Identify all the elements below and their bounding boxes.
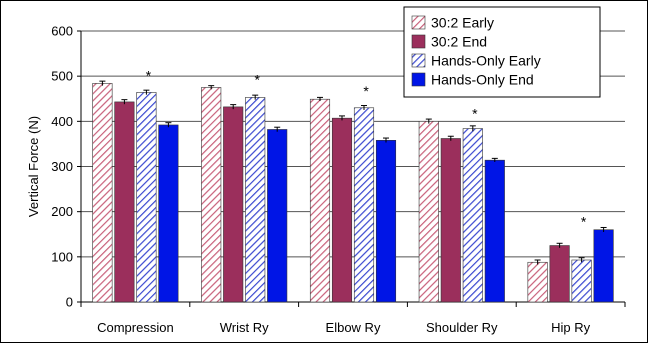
bar-0-0 [92, 83, 113, 303]
bar-0-2 [309, 98, 331, 303]
bar-0-4 [527, 261, 548, 303]
bar-1-3 [440, 138, 461, 303]
bar-3-4 [593, 229, 614, 303]
significance-marker: * [363, 83, 369, 99]
y-tick-label: 400 [51, 114, 73, 129]
y-axis-title: Vertical Force (N) [26, 116, 41, 217]
bar-3-3 [484, 159, 505, 303]
y-tick-label: 100 [51, 249, 73, 264]
significance-marker: * [255, 71, 261, 87]
y-tick-label: 500 [51, 69, 73, 84]
legend-label: 30:2 End [431, 34, 487, 50]
bar-1-1 [223, 106, 244, 303]
legend-swatch-0 [411, 15, 426, 30]
bar-1-0 [114, 101, 135, 303]
bar-3-1 [267, 129, 288, 303]
significance-marker: * [472, 105, 478, 121]
significance-marker: * [581, 214, 587, 230]
legend-label: Hands-Only Early [431, 53, 541, 69]
bar-2-2 [353, 107, 375, 303]
y-tick-label: 600 [51, 24, 73, 39]
x-tick-label: Elbow Ry [326, 320, 381, 335]
y-tick-label: 200 [51, 204, 73, 219]
bar-2-4 [571, 259, 592, 303]
x-tick-label: Hip Ry [551, 320, 591, 335]
legend-swatch-3 [411, 72, 426, 87]
bar-1-4 [549, 245, 570, 303]
legend-label: Hands-Only End [431, 72, 534, 88]
bar-2-1 [245, 97, 266, 303]
bar-3-2 [375, 140, 397, 303]
legend-swatch-2 [411, 53, 426, 68]
x-tick-label: Shoulder Ry [426, 320, 498, 335]
bar-2-0 [136, 92, 157, 303]
significance-marker: * [146, 67, 152, 83]
bar-2-3 [462, 128, 483, 303]
x-tick-label: Wrist Ry [220, 320, 269, 335]
legend-label: 30:2 Early [431, 15, 494, 31]
y-tick-label: 300 [51, 159, 73, 174]
bar-3-0 [158, 124, 179, 303]
y-tick-label: 0 [66, 295, 73, 310]
bar-0-1 [201, 87, 222, 303]
bar-1-2 [331, 117, 353, 303]
bar-0-3 [418, 121, 439, 303]
legend-box [403, 6, 601, 98]
legend-swatch-1 [411, 34, 426, 49]
x-tick-label: Compression [97, 320, 174, 335]
